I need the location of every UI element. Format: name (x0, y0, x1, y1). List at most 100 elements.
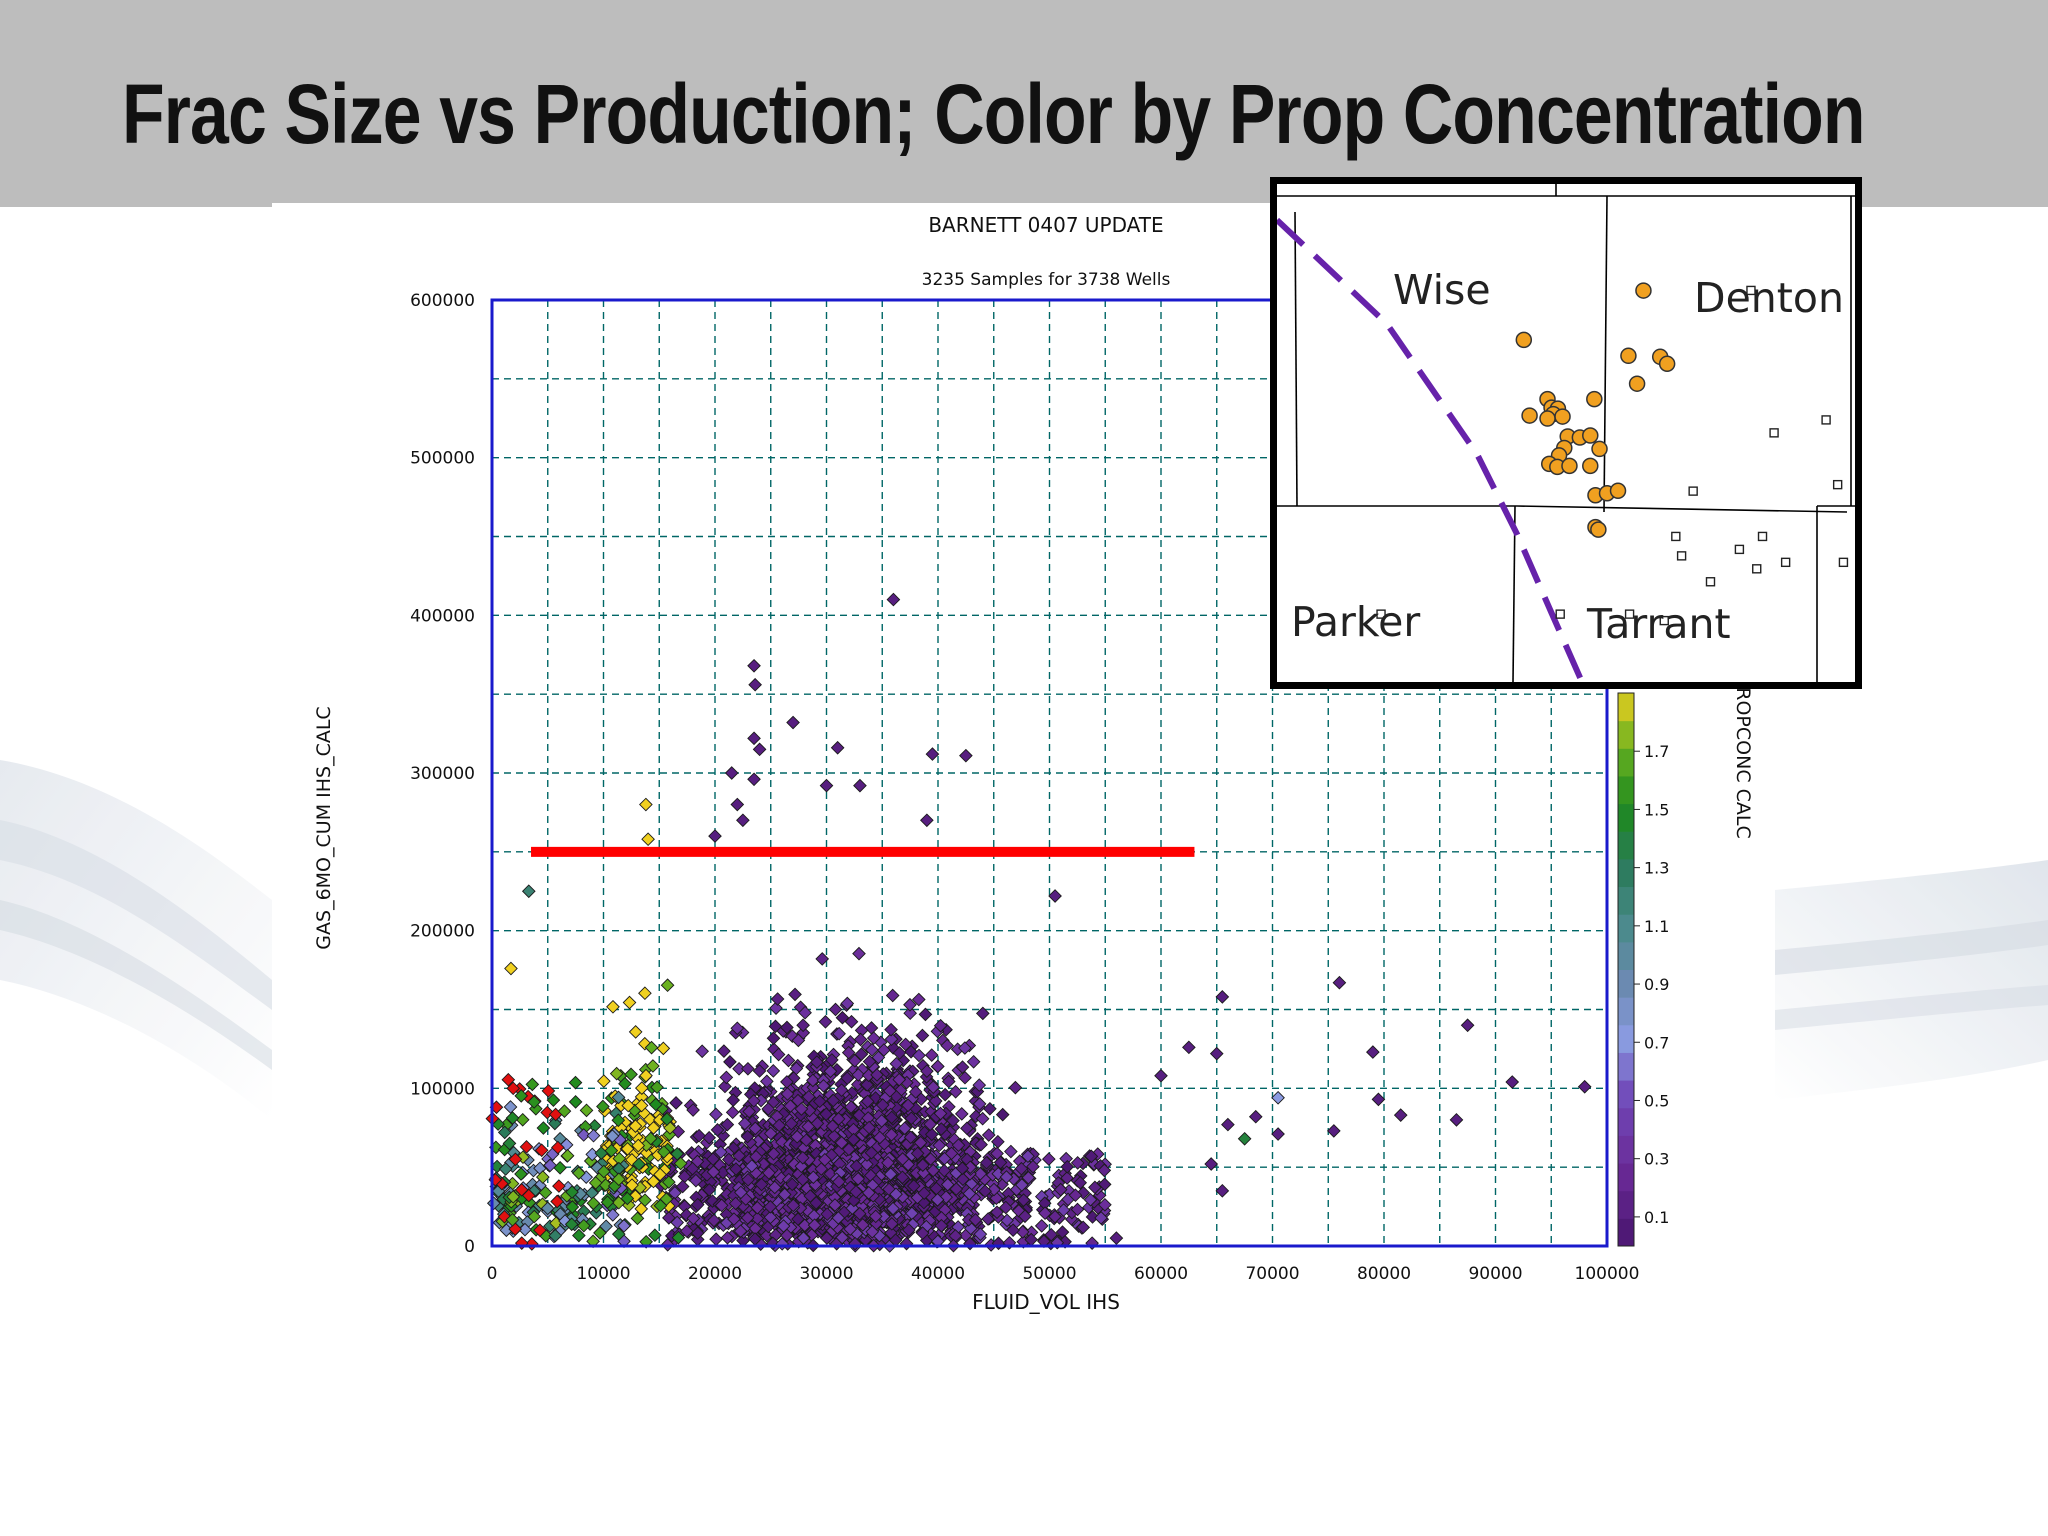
data-point (586, 1128, 601, 1143)
data-point (675, 1179, 690, 1194)
data-point (521, 884, 536, 899)
data-point (786, 715, 800, 730)
colorbar-tick-label: 0.3 (1644, 1150, 1669, 1169)
data-point (738, 1116, 752, 1131)
data-point (766, 1064, 781, 1078)
colorbar-tick-label: 0.9 (1644, 975, 1669, 994)
data-point (744, 1159, 759, 1173)
town-marker (1838, 557, 1849, 568)
data-point (736, 813, 750, 828)
data-point (746, 1093, 761, 1108)
data-point (860, 1078, 875, 1092)
x-tick-label: 70000 (1245, 1264, 1299, 1284)
data-point (605, 1208, 620, 1222)
data-point (806, 1170, 821, 1185)
colorbar-segment (1618, 1218, 1634, 1247)
data-point (508, 1222, 523, 1236)
data-point (1070, 1156, 1085, 1170)
data-point (875, 1098, 890, 1112)
data-point (911, 992, 926, 1007)
data-point (958, 1041, 972, 1055)
data-point (689, 1173, 703, 1188)
data-point (801, 1119, 816, 1134)
data-point (548, 1228, 563, 1243)
data-point (787, 1157, 802, 1172)
data-point (543, 1158, 557, 1173)
data-point (630, 1211, 645, 1226)
data-point (818, 1152, 832, 1167)
data-point (568, 1075, 583, 1090)
data-point (761, 1102, 776, 1116)
town-marker (1376, 609, 1386, 619)
data-point (686, 1103, 700, 1117)
data-point (650, 1080, 664, 1095)
data-point (1068, 1188, 1083, 1203)
data-point (625, 1178, 639, 1193)
data-point (820, 1207, 835, 1222)
town-marker (1671, 531, 1681, 542)
data-point (538, 1185, 553, 1200)
data-point (885, 988, 900, 1003)
town-marker (1555, 609, 1565, 619)
data-point (641, 832, 655, 847)
town-marker (1780, 557, 1791, 568)
data-point (892, 1046, 907, 1060)
data-point (661, 1175, 676, 1189)
data-point (564, 1217, 579, 1232)
town-marker (1659, 615, 1669, 626)
x-tick-label: 0 (487, 1264, 498, 1284)
data-point (826, 1093, 841, 1108)
data-point (865, 1224, 880, 1239)
data-point (776, 1219, 791, 1233)
y-tick-label: 500000 (410, 449, 475, 469)
well-point (1658, 355, 1676, 373)
data-point (734, 1185, 748, 1200)
data-point (963, 1221, 978, 1236)
data-point (840, 996, 855, 1011)
data-point (724, 766, 739, 780)
data-point (937, 1163, 952, 1178)
data-point (708, 829, 722, 843)
data-point (1085, 1236, 1099, 1251)
data-point (527, 1095, 541, 1109)
data-point (748, 1121, 763, 1136)
data-point (604, 1143, 619, 1158)
data-point (515, 1112, 530, 1127)
data-point (1248, 1109, 1263, 1124)
data-point (730, 797, 745, 812)
data-point (925, 747, 940, 761)
data-point (1018, 1209, 1032, 1224)
data-point (930, 1192, 945, 1207)
data-point (646, 1174, 661, 1189)
data-point (1332, 975, 1347, 990)
data-point (763, 1210, 778, 1225)
data-point (503, 1100, 518, 1114)
data-point (1182, 1040, 1196, 1055)
data-point (915, 1028, 930, 1043)
data-point (506, 1189, 521, 1204)
data-point (534, 1143, 549, 1158)
data-point (819, 778, 834, 793)
data-point (845, 1086, 859, 1100)
data-point (714, 1198, 729, 1213)
data-point (1237, 1131, 1252, 1146)
data-point (917, 1186, 932, 1201)
data-point (823, 1064, 838, 1079)
data-point (954, 1107, 969, 1121)
data-point (889, 1187, 903, 1202)
data-point (763, 1126, 778, 1141)
data-point (796, 1018, 810, 1033)
data-point (536, 1121, 551, 1135)
data-point (634, 1202, 649, 1216)
data-point (611, 1090, 626, 1105)
data-point (1060, 1171, 1074, 1185)
data-point (818, 1014, 833, 1029)
data-point (709, 1107, 723, 1122)
data-point (1154, 1068, 1168, 1083)
data-point (901, 1098, 915, 1113)
data-point (1097, 1163, 1112, 1178)
data-point (784, 1116, 799, 1131)
town-marker (1676, 551, 1687, 561)
well-point (1620, 347, 1637, 365)
colorbar-tick-label: 1.1 (1644, 917, 1669, 936)
